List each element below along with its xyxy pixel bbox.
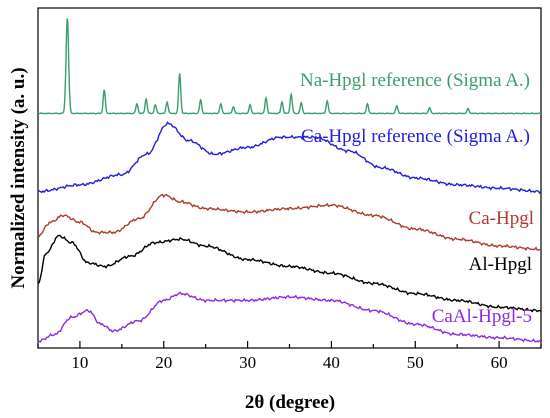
x-tick-label: 50 bbox=[407, 353, 424, 372]
series-line-2 bbox=[37, 193, 542, 252]
series-label-3: Al-Hpgl bbox=[469, 254, 532, 275]
series-line-1 bbox=[37, 121, 542, 195]
x-tick-label: 40 bbox=[323, 353, 340, 372]
x-tick-label: 60 bbox=[491, 353, 508, 372]
series-label-1: Ca-Hpgl reference (Sigma A.) bbox=[301, 126, 530, 147]
series-layer bbox=[37, 18, 542, 343]
x-tick-label: 20 bbox=[155, 353, 172, 372]
y-axis-title: Normalized intensity (a. u.) bbox=[8, 67, 29, 288]
x-tick-label: 10 bbox=[71, 353, 88, 372]
x-tick-label: 30 bbox=[239, 353, 256, 372]
series-label-4: CaAl-Hpgl-5 bbox=[432, 306, 532, 327]
series-label-layer: Na-Hpgl reference (Sigma A.) Ca-Hpgl refe… bbox=[300, 70, 534, 327]
series-line-0 bbox=[37, 18, 541, 115]
series-line-4 bbox=[37, 291, 542, 343]
series-line-3 bbox=[37, 234, 542, 313]
x-axis-title: 2θ (degree) bbox=[245, 392, 335, 413]
series-label-2: Ca-Hpgl bbox=[469, 208, 534, 229]
series-label-0: Na-Hpgl reference (Sigma A.) bbox=[300, 70, 530, 91]
x-axis-ticks: 10 20 30 40 50 60 bbox=[37, 341, 542, 372]
